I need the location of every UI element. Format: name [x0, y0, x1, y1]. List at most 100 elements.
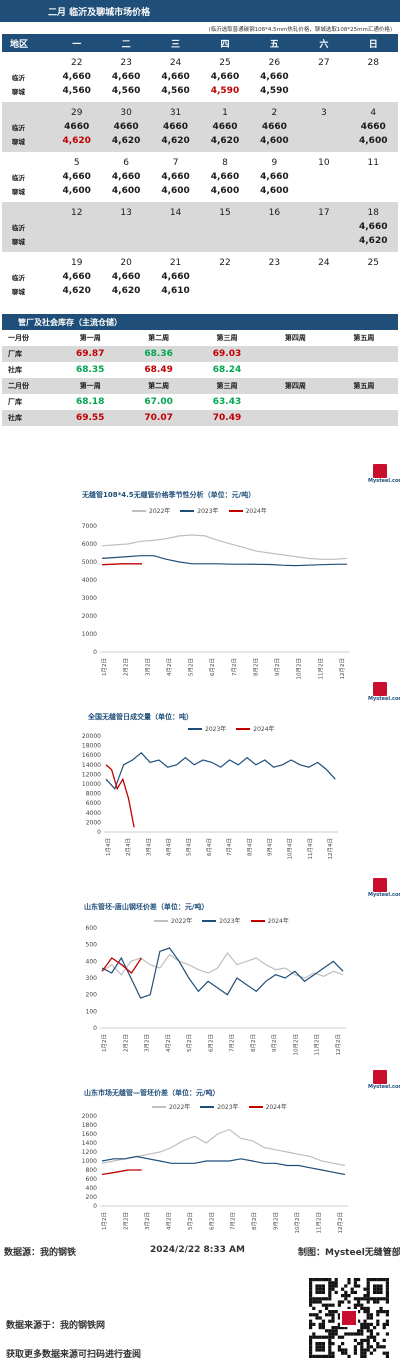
price-row-linyi: 临沂 4,660 4,660 4,660 4,660 4,660: [2, 70, 398, 84]
date-cell: 31: [169, 108, 182, 118]
date-cell: 15: [219, 208, 231, 218]
price-cell: 4,600: [62, 186, 91, 196]
price-cell: 4,620: [359, 236, 388, 246]
chart-legend: 2022年 2023年 2024年: [132, 506, 267, 515]
date-cell: 25: [219, 58, 231, 68]
x-tick-label: 4月2日: [165, 1212, 172, 1230]
date-cell: 18: [367, 208, 379, 218]
x-tick-label: 3月2日: [144, 1034, 151, 1052]
week-row: 22 23 24 25 26 27 28 临沂 4,660 4,660 4,660 4,660 4,66…: [2, 52, 398, 102]
legend-label: 2024年: [267, 918, 289, 925]
weekday-header: 地区 一 二 三 四 五 六 日: [2, 34, 398, 52]
series-line: [101, 951, 344, 979]
legend-item: 2022年: [152, 1102, 190, 1111]
chart-block-4: Mysteel.com 山东市场无缝管—管坯价差（单位：元/吨） 2022年 2…: [0, 1066, 400, 1246]
price-cell: 4,600: [260, 136, 289, 146]
x-tick-label: 2月2日: [123, 658, 130, 676]
inventory-cell: 第一周: [79, 382, 101, 390]
inventory-cell: 68.35: [75, 365, 105, 375]
series-line: [105, 764, 135, 828]
weekday-cell: 地区: [10, 39, 29, 50]
price-cell: 4,600: [210, 186, 240, 196]
price-cell: 4,600: [260, 186, 289, 196]
y-tick-label: 0: [97, 829, 101, 836]
price-cell: 4,620: [210, 136, 240, 146]
date-cell: 22: [219, 258, 231, 268]
city-label: 临沂: [12, 74, 25, 82]
x-tick-label: 11月2日: [317, 658, 324, 680]
inventory-label: 社库: [8, 414, 22, 422]
weekday-cell: 一: [72, 39, 82, 50]
y-tick-label: 2000: [82, 613, 97, 620]
price-cell: 4,600: [359, 136, 388, 146]
scan-hint: 获取更多数据来源可扫码进行查阅: [6, 1350, 142, 1360]
x-tick-label: 5月4日: [186, 838, 193, 856]
y-tick-label: 500: [86, 942, 98, 949]
inventory-cell: 第二周: [148, 334, 170, 342]
x-tick-label: 12月2日: [335, 1034, 342, 1056]
y-tick-label: 1000: [82, 631, 97, 638]
y-tick-label: 8000: [86, 791, 101, 798]
price-calendar: 22 23 24 25 26 27 28 临沂 4,660 4,660 4,660 4,660 4,66…: [0, 52, 400, 302]
price-row-linyi: 临沂 4,660 4,660 4,660: [2, 270, 398, 284]
y-tick-label: 600: [86, 925, 98, 932]
price-cell: 4660: [360, 122, 386, 132]
y-tick-label: 100: [86, 1008, 98, 1015]
inventory-cell: 第四周: [284, 382, 306, 390]
weekday-cell: 四: [220, 39, 230, 50]
date-cell: 24: [169, 58, 182, 68]
x-tick-label: 1月2日: [101, 1034, 108, 1052]
y-tick-label: 4000: [82, 577, 97, 584]
mysteel-logo: Mysteel.com: [368, 464, 400, 492]
inventory-table: 一月份 第一周 第二周 第三周 第四周 第五周 厂库 69.87 68.36 69.03 社库 68.…: [0, 330, 400, 426]
y-tick-label: 14000: [82, 762, 101, 769]
chart-legend: 2022年 2023年 2024年: [152, 1102, 287, 1111]
series-line: [101, 1128, 346, 1167]
weekday-cell: 二: [121, 39, 131, 50]
chart-plot: 0 1000 2000 3000 4000 5000 6000 7000 1月2日 2月2日 3月2…: [82, 523, 350, 680]
price-cell: 4,660: [161, 272, 190, 282]
price-cell: 4,560: [161, 86, 190, 96]
inventory-label: 厂库: [8, 398, 22, 406]
y-tick-label: 300: [86, 975, 98, 982]
x-tick-label: 9月4日: [266, 838, 273, 856]
legend-item: 2023年: [180, 506, 219, 515]
week-row: 5 6 7 8 9 10 11 临沂 4,660 4,660 4,660 4,660 4,660 聊城 4,…: [2, 152, 398, 202]
qr-code-icon[interactable]: [306, 1276, 392, 1360]
x-tick-label: 8月2日: [251, 1212, 258, 1230]
mysteel-logo: Mysteel.com: [368, 1070, 400, 1098]
inventory-row: 二月份 第一周 第二周 第三周 第四周 第五周: [2, 378, 398, 394]
date-cell: 28: [367, 58, 379, 68]
city-label: 临沂: [12, 124, 25, 132]
date-cell: 26: [268, 58, 281, 68]
y-tick-label: 200: [86, 992, 98, 999]
y-tick-label: 800: [86, 1167, 98, 1174]
inventory-cell: 68.36: [144, 349, 173, 359]
date-cell: 25: [367, 258, 379, 268]
y-tick-label: 5000: [82, 559, 97, 566]
price-row-linyi: 临沂 4,660: [2, 220, 398, 234]
date-cell: 10: [318, 158, 330, 168]
y-tick-label: 10000: [82, 781, 101, 788]
price-cell: 4,660: [161, 72, 190, 82]
legend-label: 2024年: [253, 726, 275, 733]
city-label: 聊城: [12, 288, 25, 296]
date-row: 29 30 31 1 2 3 4: [2, 102, 398, 120]
chart-title: 无缝管108*4.5无缝管价格季节性分析（单位：元/吨）: [82, 491, 256, 499]
price-row-liaocheng: 聊城 4,620 4,620 4,610: [2, 284, 398, 298]
x-tick-label: 10月2日: [294, 1212, 301, 1234]
x-tick-label: 5月2日: [188, 658, 195, 676]
chart-block-3: Mysteel.com 山东管坯-唐山钢坯价差（单位：元/吨） 2022年 20…: [0, 876, 400, 1076]
price-cell: 4660: [113, 122, 139, 132]
y-tick-label: 1400: [82, 1140, 97, 1147]
y-tick-label: 7000: [82, 523, 97, 530]
date-cell: 21: [169, 258, 182, 268]
chart-title: 山东管坯-唐山钢坯价差（单位：元/吨）: [84, 903, 209, 911]
price-cell: 4,560: [111, 86, 141, 96]
price-cell: 4,660: [260, 172, 289, 182]
x-tick-label: 7月4日: [226, 838, 233, 856]
x-tick-label: 9月2日: [273, 1212, 280, 1230]
x-tick-label: 3月2日: [144, 658, 151, 676]
legend-label: 2023年: [219, 918, 241, 925]
legend-label: 2024年: [245, 508, 267, 515]
